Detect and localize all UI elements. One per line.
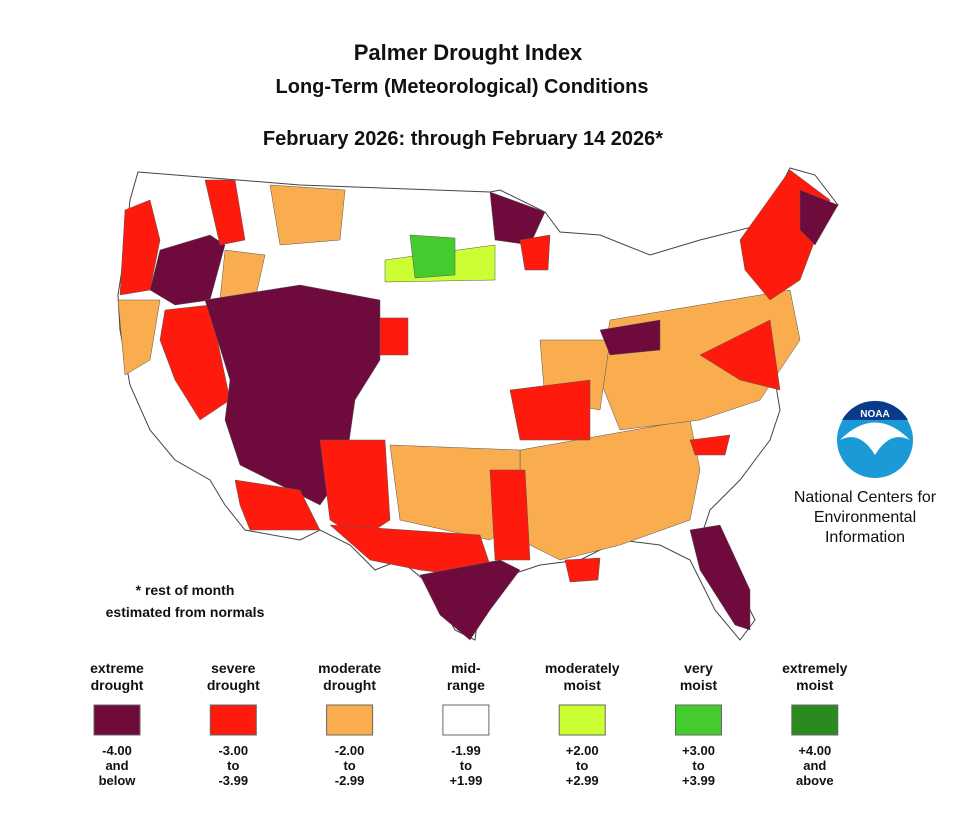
title: Palmer Drought Index — [354, 40, 583, 65]
legend-range: and — [105, 758, 128, 773]
legend-range: -1.99 — [451, 743, 481, 758]
legend-range: +4.00 — [798, 743, 831, 758]
legend-range: +2.00 — [566, 743, 599, 758]
legend-range: above — [796, 773, 834, 788]
region — [119, 199, 161, 296]
region — [419, 559, 521, 641]
logo-top — [842, 400, 908, 420]
legend-range: to — [227, 758, 239, 773]
legend-range: -2.99 — [335, 773, 365, 788]
legend-range: -3.99 — [218, 773, 248, 788]
legend-label: moderate — [318, 660, 381, 676]
legend-range: +3.99 — [682, 773, 715, 788]
region — [689, 434, 731, 456]
region — [689, 524, 751, 631]
legend-range: -4.00 — [102, 743, 132, 758]
legend-label: very — [684, 660, 713, 676]
region — [204, 179, 246, 246]
region — [519, 234, 551, 271]
legend-label: mid- — [451, 660, 481, 676]
legend-label: drought — [207, 677, 260, 693]
logo-gull — [840, 422, 910, 455]
note-line: estimated from normals — [106, 604, 265, 620]
legend-range: +3.00 — [682, 743, 715, 758]
region — [489, 469, 531, 561]
logo-badge: NOAA — [860, 409, 889, 420]
legend-label: moist — [796, 677, 834, 693]
legend-label: extremely — [782, 660, 848, 676]
legend-label: moderately — [545, 660, 620, 676]
legend-label: moist — [564, 677, 602, 693]
legend-range: to — [576, 758, 588, 773]
legend-label: drought — [91, 677, 144, 693]
note: * rest of month estimated from normals — [106, 582, 265, 620]
legend-swatch — [326, 704, 374, 736]
legend-range: +2.99 — [566, 773, 599, 788]
legend-label: drought — [323, 677, 376, 693]
legend-range: to — [343, 758, 355, 773]
org-line: Environmental — [814, 509, 916, 526]
legend-swatch — [93, 704, 141, 736]
legend-range: and — [803, 758, 826, 773]
subtitle: Long-Term (Meteorological) Conditions — [276, 76, 649, 98]
region — [699, 319, 781, 391]
legend-label: extreme — [90, 660, 144, 676]
region — [599, 319, 661, 356]
region — [509, 379, 591, 441]
legend-swatch — [675, 704, 722, 736]
legend-range: to — [692, 758, 704, 773]
region — [409, 234, 456, 279]
legend-label: range — [447, 677, 485, 693]
org-line: Information — [825, 529, 905, 546]
legend-swatch — [442, 704, 490, 736]
legend-swatch — [209, 704, 257, 736]
legend-range: to — [460, 758, 472, 773]
us-map — [117, 167, 839, 641]
note-line: * rest of month — [136, 582, 235, 598]
period: February 2026: through February 14 2026* — [263, 128, 663, 150]
region — [234, 479, 321, 531]
legend-swatch — [558, 704, 606, 736]
region — [379, 317, 409, 356]
region — [117, 299, 161, 376]
legend-label: moist — [680, 677, 718, 693]
legend-range: below — [99, 773, 137, 788]
region — [799, 189, 839, 246]
legend-range: -2.00 — [335, 743, 365, 758]
legend-range: -3.00 — [218, 743, 248, 758]
org-line: National Centers for — [794, 489, 937, 506]
legend-swatch — [791, 704, 839, 736]
region — [564, 557, 601, 583]
noaa-logo: NOAA — [837, 400, 913, 478]
legend-range: +1.99 — [449, 773, 482, 788]
legend-label: severe — [211, 660, 256, 676]
legend: extremedrought-4.00andbelowseveredrought… — [90, 660, 848, 788]
region — [269, 184, 346, 246]
org-name: National Centers for Environmental Informa… — [794, 489, 937, 546]
